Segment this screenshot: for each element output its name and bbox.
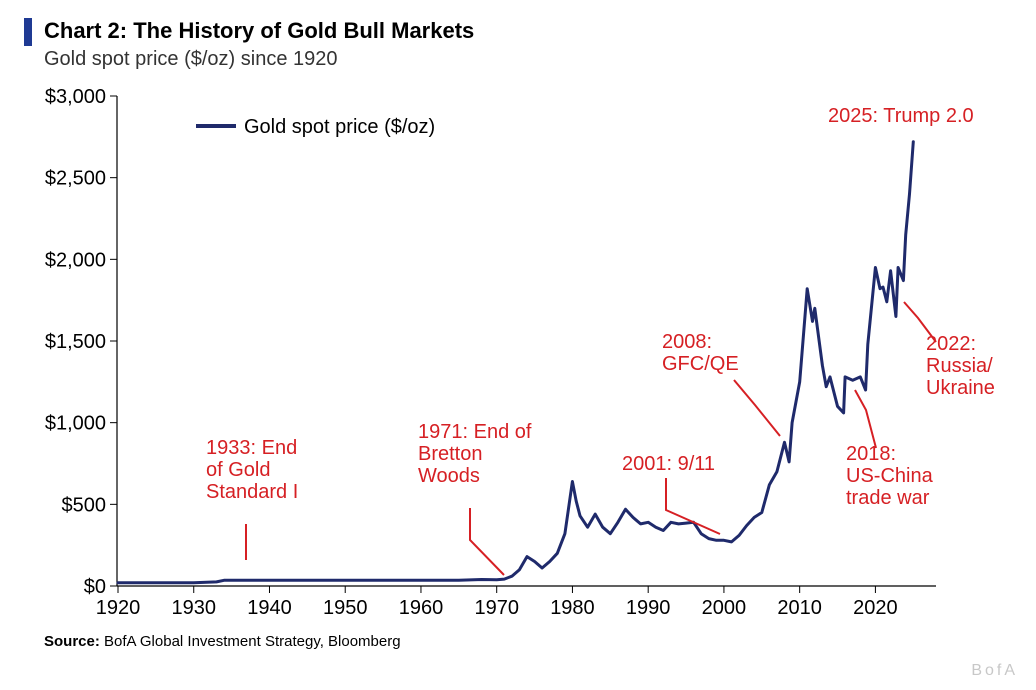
annotation-text: GFC/QE [662,353,739,375]
annotation-leader [470,508,504,575]
annotation-text: Woods [418,465,480,487]
y-tick-label: $1,500 [45,331,106,353]
x-tick-label: 1990 [626,597,671,619]
y-tick-label: $0 [84,576,106,598]
annotation-leader [666,478,720,534]
y-tick-label: $3,000 [45,86,106,108]
x-tick-label: 1930 [171,597,216,619]
annotation-text: Ukraine [926,377,995,399]
legend-label: Gold spot price ($/oz) [244,116,435,138]
annotation-text: 2008: [662,331,712,353]
watermark: BofA [971,662,1018,680]
annotation-leader [904,302,936,342]
source-text: BofA Global Investment Strategy, Bloombe… [104,633,401,650]
annotation-text: of Gold [206,459,270,481]
annotation-text: 2022: [926,333,976,355]
gold-price-line [118,142,913,583]
annotation-text: 2025: Trump 2.0 [828,105,974,127]
x-tick-label: 1970 [474,597,519,619]
source-prefix: Source: [44,633,100,650]
annotation-leader [855,390,876,448]
x-tick-label: 1940 [247,597,292,619]
x-tick-label: 2010 [777,597,822,619]
annotation-text: trade war [846,487,930,509]
annotation-text: 2018: [846,443,896,465]
y-tick-label: $1,000 [45,413,106,435]
y-tick-label: $2,000 [45,249,106,271]
annotation-text: US-China [846,465,934,487]
annotation-text: 1933: End [206,437,297,459]
annotation-text: Russia/ [926,355,993,377]
annotation-text: 2001: 9/11 [622,453,715,475]
chart-page: Chart 2: The History of Gold Bull Market… [0,0,1036,690]
line-chart: $0 $500 $1,000 $1,500 $2,000 $2,500 $3,000 1920… [0,0,1036,690]
annotation-text: Bretton [418,443,482,465]
x-tick-label: 2000 [702,597,747,619]
x-tick-label: 2020 [853,597,898,619]
source-footer: Source: BofA Global Investment Strategy,… [44,633,401,650]
annotation-text: Standard I [206,481,298,503]
x-tick-label: 1960 [399,597,444,619]
annotation-leader [734,380,780,436]
y-tick-label: $500 [62,494,107,516]
y-tick-label: $2,500 [45,168,106,190]
x-tick-label: 1920 [96,597,141,619]
x-tick-label: 1980 [550,597,595,619]
x-tick-label: 1950 [323,597,368,619]
annotation-text: 1971: End of [418,421,532,443]
